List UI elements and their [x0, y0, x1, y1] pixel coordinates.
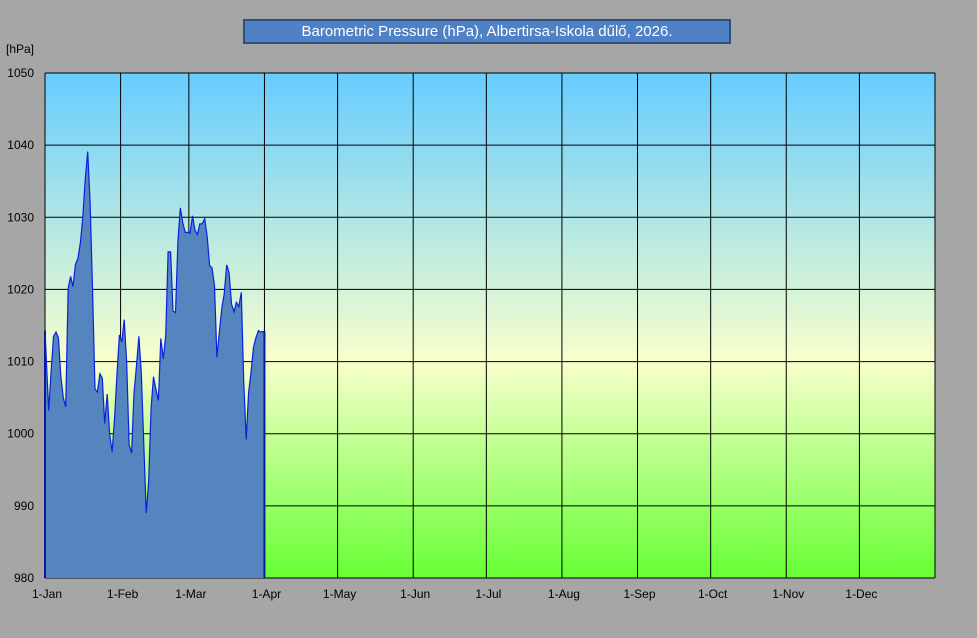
y-tick-label: 1020 [7, 282, 34, 296]
y-axis-unit-label: [hPa] [6, 42, 35, 56]
pressure-line [44, 151, 265, 514]
y-tick-labels: 980 990 1000 1010 1020 1030 1040 1050 [7, 66, 34, 585]
x-tick-label: 1-Jan [32, 587, 62, 601]
y-tick-label: 1040 [7, 138, 34, 152]
x-tick-label: 1-Jun [400, 587, 430, 601]
x-tick-labels: 1-Jan 1-Feb 1-Mar 1-Apr 1-May 1-Jun 1-Jul 1-Aug… [32, 587, 877, 601]
x-tick-label: 1-Dec [845, 587, 877, 601]
x-tick-label: 1-Sep [624, 587, 656, 601]
chart-title: Barometric Pressure (hPa), Albertirsa-Is… [243, 19, 731, 44]
x-tick-label: 1-May [323, 587, 356, 601]
x-tick-label: 1-Oct [698, 587, 728, 601]
pressure-area [45, 151, 265, 578]
x-tick-label: 1-Mar [175, 587, 206, 601]
y-tick-label: 1010 [7, 355, 34, 369]
x-tick-label: 1-Jul [475, 587, 501, 601]
area-edges [44, 330, 266, 578]
y-tick-label: 1050 [7, 66, 34, 80]
y-tick-label: 980 [14, 571, 34, 585]
y-tick-label: 1030 [7, 210, 34, 224]
y-tick-label: 1000 [7, 427, 34, 441]
x-tick-label: 1-Feb [107, 587, 139, 601]
y-tick-label: 990 [14, 499, 34, 513]
x-tick-label: 1-Nov [772, 587, 804, 601]
x-tick-label: 1-Aug [548, 587, 580, 601]
x-tick-label: 1-Apr [252, 587, 281, 601]
